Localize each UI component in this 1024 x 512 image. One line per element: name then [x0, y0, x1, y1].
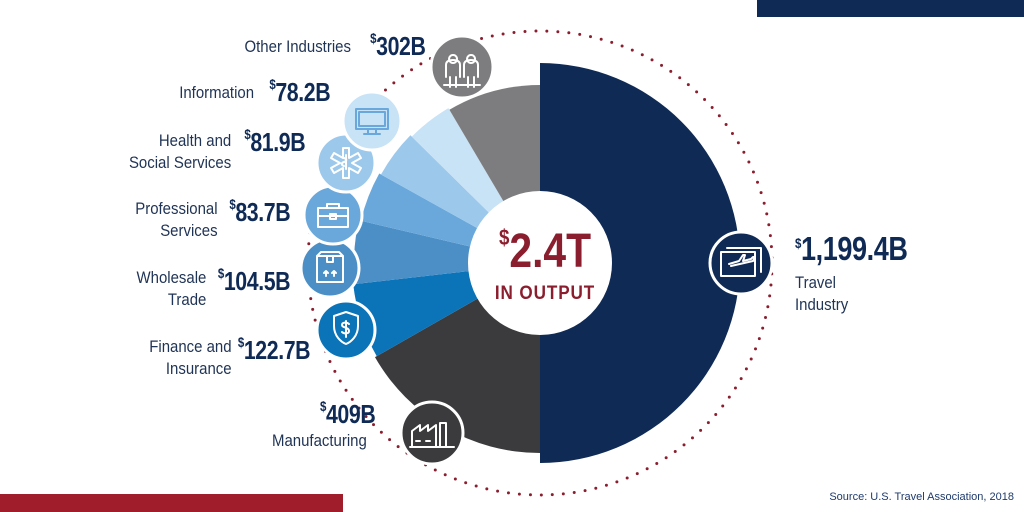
center-total: $2.4T	[481, 210, 609, 280]
bottom-accent-bar	[0, 494, 343, 512]
icon-bubble-other-industries	[429, 34, 495, 100]
center-currency: $	[498, 225, 510, 250]
slice-travel-industry	[540, 63, 740, 463]
center-hole	[468, 191, 612, 335]
label-manufacturing: $409B Manufacturing	[272, 398, 376, 450]
icon-bubble-wholesale-trade	[299, 237, 361, 299]
icon-bubble-manufacturing	[399, 400, 465, 466]
briefcase-icon	[317, 203, 349, 228]
people-icon	[443, 54, 481, 88]
medical-star-icon	[330, 147, 362, 179]
source-note: Source: U.S. Travel Association, 2018	[829, 491, 1014, 503]
package-icon	[316, 251, 344, 283]
factory-icon	[409, 422, 455, 448]
center-label: IN OUTPUT	[494, 283, 596, 304]
label-travel-industry: $1,199.4B Travel Industry	[795, 230, 908, 314]
top-accent-bar	[757, 0, 1024, 17]
icon-bubble-information	[341, 90, 403, 152]
center-value: 2.4T	[509, 225, 592, 278]
ticket-plane-icon	[720, 247, 762, 277]
shield-dollar-icon	[333, 311, 359, 345]
monitor-icon	[355, 108, 389, 135]
